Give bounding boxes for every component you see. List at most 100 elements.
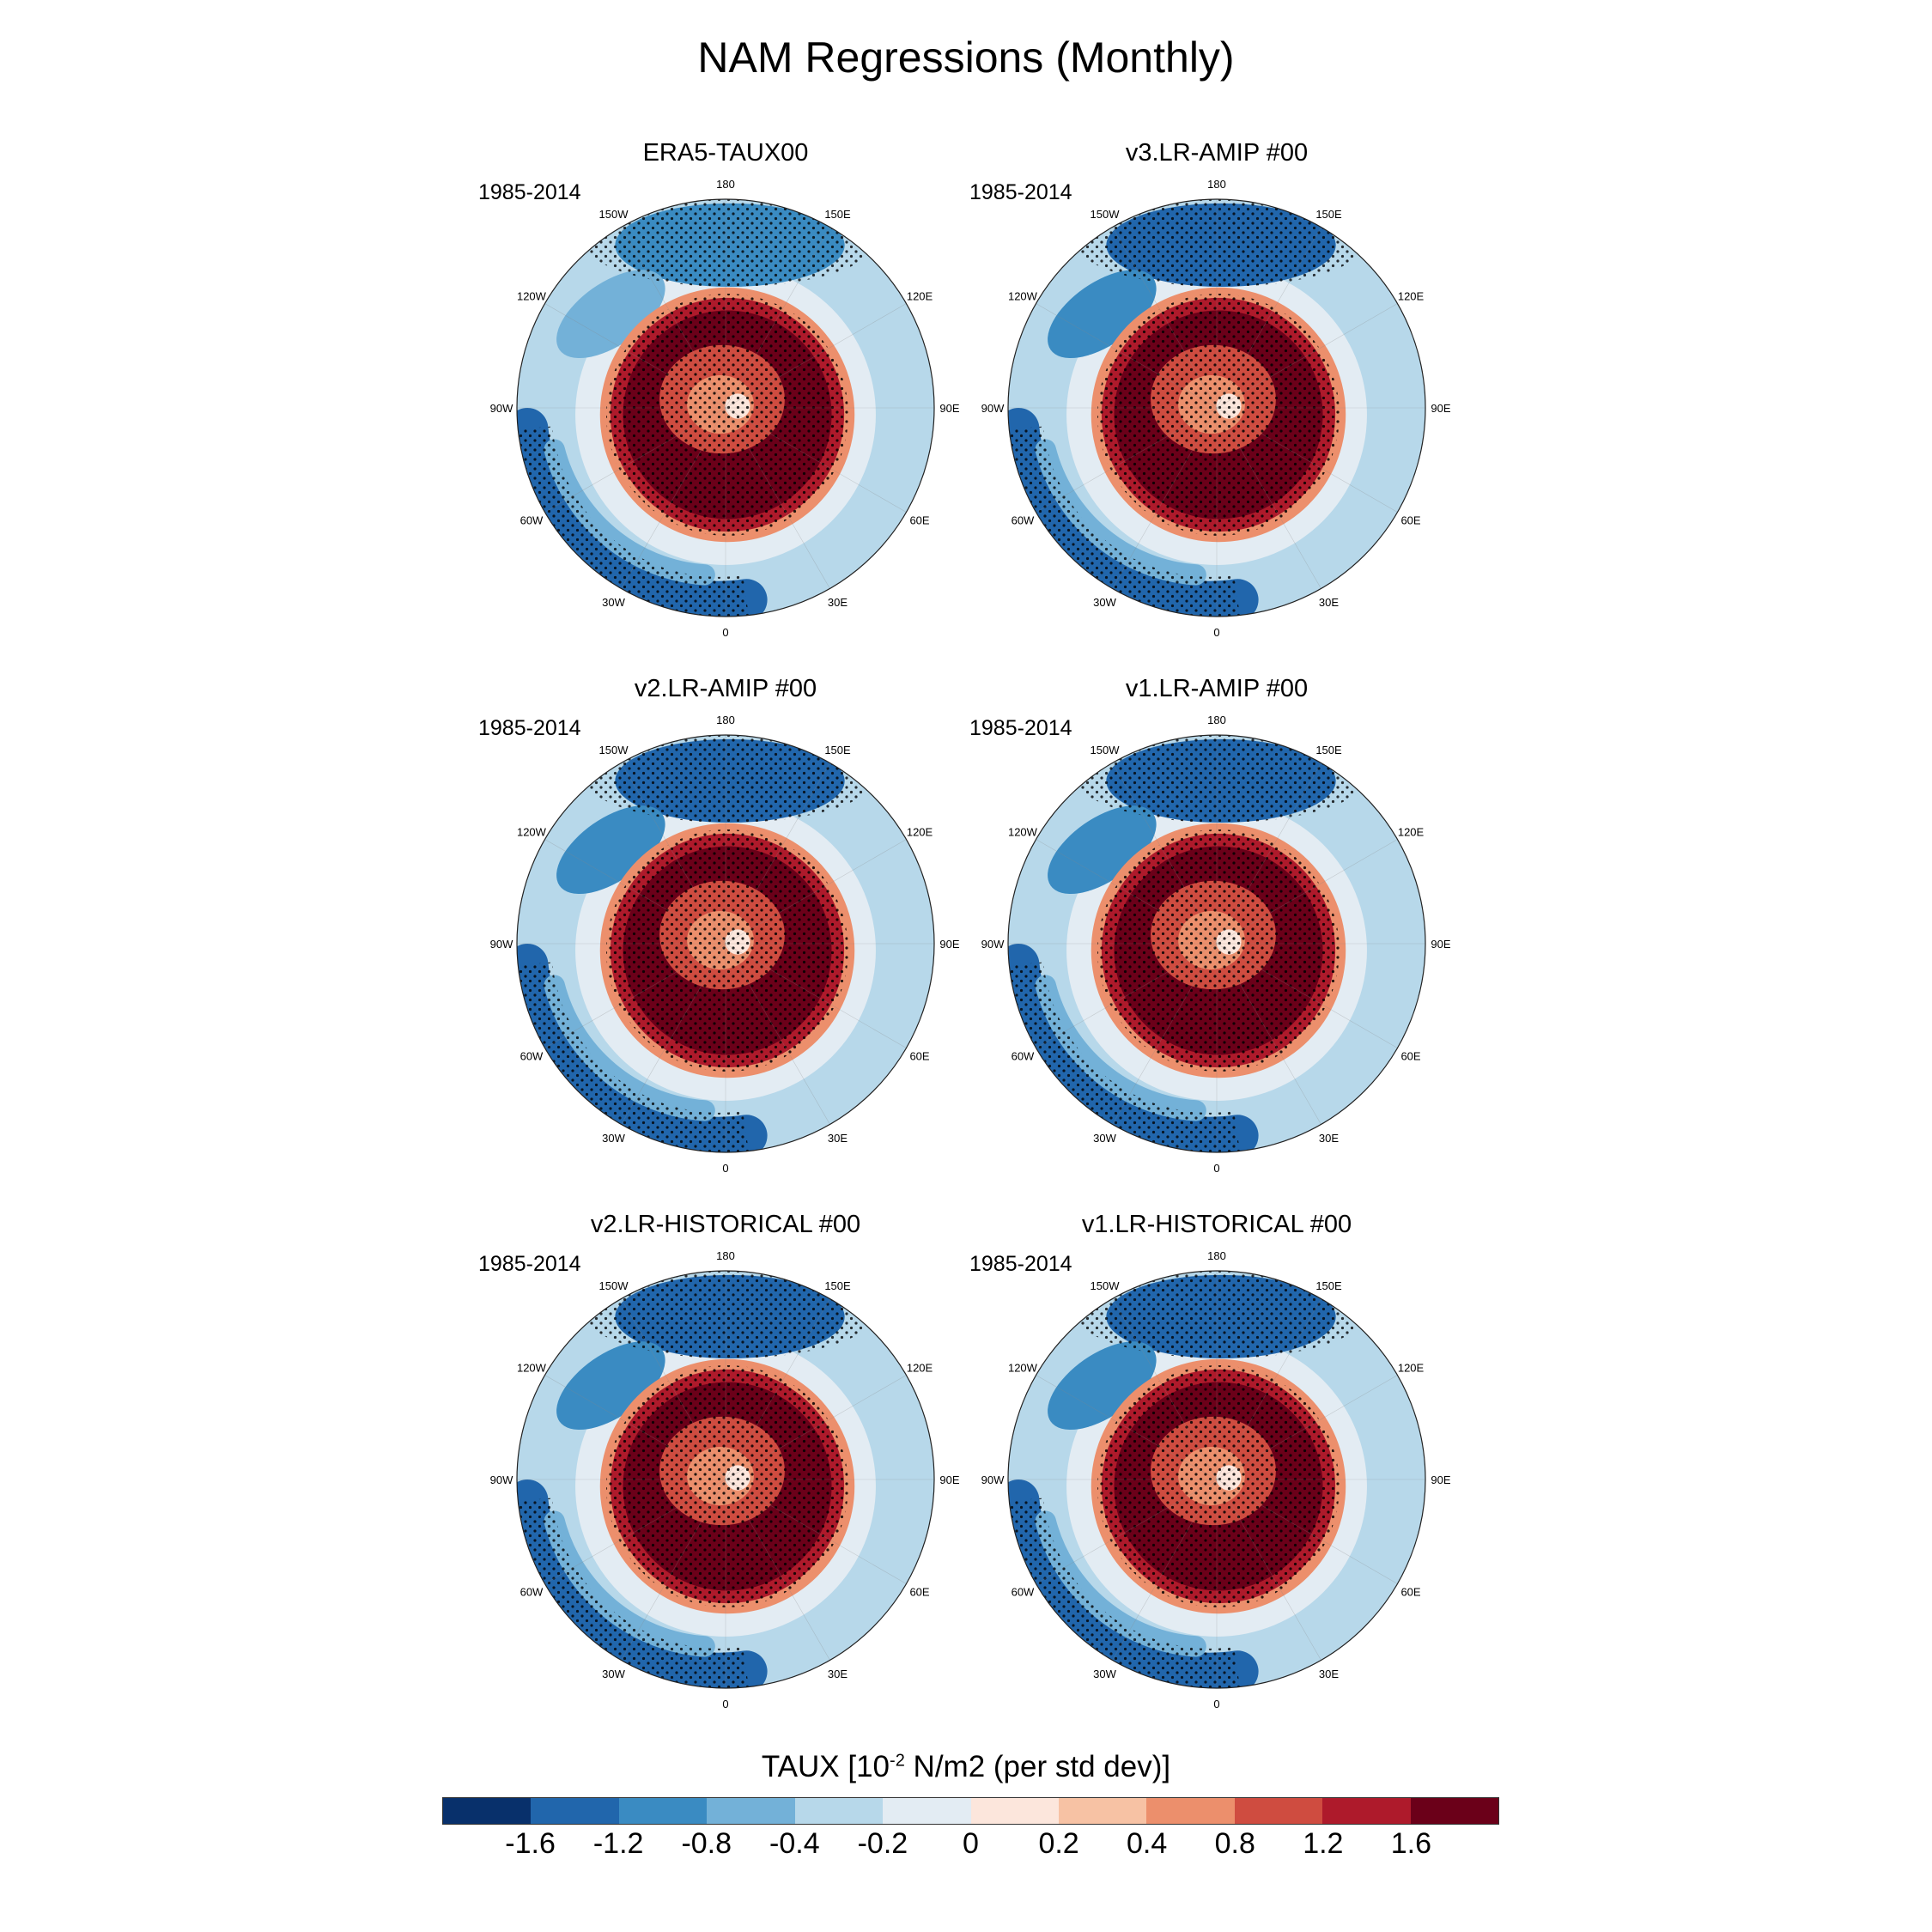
longitude-label: 120E (1398, 1362, 1425, 1375)
longitude-label: 120W (1008, 290, 1038, 303)
significance-stipple (583, 199, 877, 288)
meridian-line (1216, 762, 1321, 945)
longitude-label: 150E (1315, 1279, 1342, 1292)
meridian-line (621, 1479, 726, 1661)
longitude-label: 30W (602, 1668, 625, 1680)
panel-title: v3.LR-AMIP #00 (1125, 139, 1309, 167)
map-boundary (1007, 198, 1426, 617)
pacific-negative-arm (1048, 805, 1157, 895)
longitude-label: 150E (824, 1279, 851, 1292)
longitude-label: 0 (1213, 1162, 1219, 1175)
colorbar-tick-label: -1.2 (592, 1827, 644, 1860)
map-boundary (1007, 1270, 1426, 1689)
meridian-line (1216, 1479, 1398, 1584)
pacific-negative-arm (1048, 1341, 1157, 1431)
longitude-label: 180 (716, 1249, 735, 1262)
longitude-label: 120W (517, 290, 547, 303)
meridian-line (725, 227, 830, 409)
colorbar-swatch (1146, 1798, 1235, 1824)
colorbar-tick-label: 0.8 (1214, 1827, 1255, 1860)
meridian-line (621, 1298, 726, 1480)
meridian-line (544, 839, 726, 945)
longitude-label: 180 (716, 178, 735, 191)
longitude-label: 60E (1400, 1586, 1420, 1599)
meridian-line (1216, 227, 1321, 409)
colorbar-swatch (618, 1798, 708, 1824)
polar-map: 180 150E 120E 90E 60E 30E 0 30W 60W 90W 120W 150W (490, 178, 960, 639)
longitude-label: 0 (1213, 626, 1219, 639)
significance-stipple (1008, 961, 1242, 1152)
significance-stipple (1074, 735, 1368, 823)
meridian-line (621, 227, 726, 409)
meridian-line (1112, 1298, 1218, 1480)
longitude-label: 90W (981, 402, 1005, 415)
longitude-label: 180 (716, 714, 735, 726)
longitude-label: 90W (490, 402, 513, 415)
pacific-negative-arm (1048, 270, 1157, 359)
significance-stipple (1097, 1365, 1340, 1607)
colorbar-swatch (1410, 1798, 1499, 1824)
significance-stipple (1008, 425, 1242, 617)
longitude-label: 60W (520, 514, 544, 527)
longitude-label: 90E (939, 938, 959, 951)
longitude-label: 150E (1315, 208, 1342, 221)
meridian-line (725, 839, 907, 945)
significance-stipple (606, 294, 848, 536)
meridian-line (725, 303, 907, 409)
significance-stipple (517, 961, 750, 1152)
colorbar-swatch (970, 1798, 1059, 1824)
longitude-label: 90E (1431, 938, 1450, 951)
meridian-line (1216, 1479, 1321, 1661)
colorbar-tick-label: -1.6 (505, 1827, 556, 1860)
meridian-line (1216, 303, 1398, 409)
map-field (517, 735, 934, 1152)
longitude-label: 30W (1093, 1132, 1116, 1145)
meridian-line (725, 1298, 830, 1480)
longitude-label: 150E (1315, 744, 1342, 756)
colorbar-swatch (707, 1798, 795, 1824)
polar-map: 180 150E 120E 90E 60E 30E 0 30W 60W 90W 120W 150W (490, 1249, 960, 1710)
longitude-label: 180 (1207, 1249, 1226, 1262)
longitude-label: 120W (517, 826, 547, 839)
longitude-label: 60E (909, 514, 929, 527)
meridian-line (1036, 303, 1218, 409)
colorbar-swatch (1322, 1798, 1411, 1824)
meridian-line (725, 943, 830, 1125)
significance-stipple (606, 1365, 848, 1607)
significance-stipple (1008, 1497, 1242, 1688)
longitude-label: 90E (939, 1473, 959, 1486)
map-field (1008, 199, 1425, 617)
longitude-label: 30W (602, 1132, 625, 1145)
colorbar-swatch (794, 1798, 884, 1824)
panel-period: 1985-2014 (969, 180, 1072, 204)
meridian-line (544, 943, 726, 1048)
longitude-label: 0 (722, 1162, 728, 1175)
panel-period: 1985-2014 (478, 180, 581, 204)
panel-title: ERA5-TAUX00 (642, 139, 809, 167)
colorbar-swatch (531, 1798, 619, 1824)
map-panel-era5: ERA5-TAUX00 1985-2014 180 150E 120E 90E 60E 3… (478, 139, 966, 639)
longitude-label: 150W (1091, 208, 1121, 221)
longitude-label: 120E (907, 290, 933, 303)
longitude-label: 30W (602, 596, 625, 609)
colorbar-swatch (1234, 1798, 1323, 1824)
meridian-line (621, 762, 726, 945)
longitude-label: 60W (1012, 514, 1035, 527)
longitude-label: 60E (909, 1586, 929, 1599)
polar-map: 180 150E 120E 90E 60E 30E 0 30W 60W 90W 120W 150W (490, 714, 960, 1175)
map-boundary (516, 198, 935, 617)
longitude-label: 90E (1431, 1473, 1450, 1486)
meridian-line (544, 1375, 726, 1480)
map-panel-v1-historical: v1.LR-HISTORICAL #00 1985-2014 180 150E 12… (969, 1211, 1457, 1710)
longitude-label: 150W (599, 744, 629, 756)
longitude-label: 90E (939, 402, 959, 415)
longitude-label: 150W (1091, 744, 1121, 756)
significance-stipple (583, 735, 877, 823)
longitude-label: 120E (907, 826, 933, 839)
meridian-line (544, 407, 726, 513)
meridian-line (1036, 407, 1218, 513)
longitude-label: 90E (1431, 402, 1450, 415)
colorbar-tick-label: 1.6 (1390, 1827, 1432, 1860)
colorbar-tick-label: -0.2 (857, 1827, 908, 1860)
longitude-label: 0 (722, 626, 728, 639)
